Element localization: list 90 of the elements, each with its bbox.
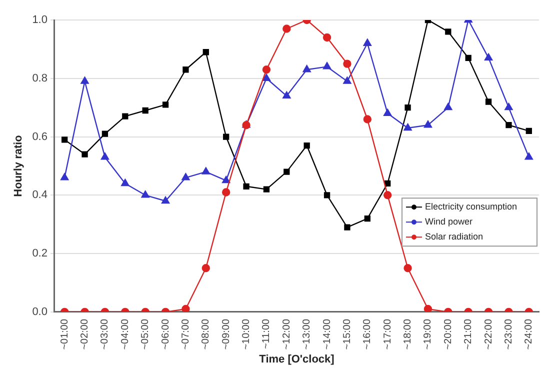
point (324, 192, 330, 198)
y-tick-label: 0.4 (32, 189, 48, 202)
point (162, 102, 169, 108)
x-tick-label: ~03:00 (100, 318, 111, 350)
x-tick-label: ~20:00 (442, 318, 454, 350)
point (424, 120, 432, 128)
point (100, 152, 110, 160)
x-tick-label: ~22:00 (483, 318, 494, 350)
point (202, 167, 210, 174)
point (524, 152, 533, 160)
y-tick-label: 0.8 (32, 72, 48, 84)
point (141, 190, 150, 198)
point (384, 108, 392, 116)
point (102, 130, 108, 137)
x-tick-label: ~02:00 (80, 318, 91, 350)
point (282, 24, 291, 33)
legend-label: Solar radiation (425, 232, 484, 242)
point (223, 134, 230, 140)
point (262, 66, 271, 74)
point (121, 178, 130, 186)
point (445, 28, 452, 35)
legend-label: Electricity consumption (425, 202, 518, 212)
point (222, 188, 230, 196)
point (343, 60, 352, 68)
point (122, 113, 128, 120)
x-tick-label: ~13:00 (302, 318, 313, 350)
point (404, 264, 412, 272)
point (322, 33, 332, 42)
point (302, 65, 311, 72)
x-tick-label: ~21:00 (463, 318, 474, 350)
point (404, 104, 411, 111)
point (161, 196, 170, 204)
point (484, 53, 493, 61)
y-tick-label: 0.2 (32, 248, 48, 260)
y-tick-label: 0.6 (32, 130, 48, 143)
point (263, 186, 270, 192)
point (284, 168, 290, 175)
y-tick-label: 1.0 (32, 14, 48, 26)
x-tick-label: ~14:00 (322, 318, 333, 350)
point (60, 173, 69, 180)
x-tick-label: ~08:00 (200, 318, 212, 350)
x-tick-label: ~15:00 (342, 318, 353, 350)
y-axis-title: Hourly ratio (12, 134, 25, 197)
point (304, 142, 310, 149)
point (485, 98, 492, 105)
x-tick-label: ~10:00 (241, 318, 252, 350)
x-tick-label: ~24:00 (524, 318, 535, 350)
point (526, 128, 532, 134)
point (424, 304, 432, 312)
x-tick-label: ~05:00 (140, 318, 152, 350)
point (465, 54, 472, 62)
x-axis-title: Time [O'clock] (259, 353, 335, 366)
point (363, 38, 372, 46)
point (202, 49, 209, 56)
x-tick-label: ~07:00 (180, 318, 192, 350)
point (363, 115, 372, 124)
x-tick-label: ~11:00 (261, 318, 272, 350)
x-tick-label: ~06:00 (160, 318, 172, 350)
point (262, 74, 271, 81)
point (182, 173, 190, 180)
point (404, 123, 412, 131)
x-tick-label: ~17:00 (382, 318, 394, 350)
point (142, 107, 148, 114)
point (182, 66, 189, 73)
x-tick-label: ~18:00 (402, 318, 414, 350)
point (182, 304, 190, 312)
point (383, 191, 392, 200)
x-tick-label: ~16:00 (362, 318, 374, 350)
x-tick-label: ~09:00 (220, 318, 232, 350)
point (343, 76, 352, 84)
x-tick-label: ~23:00 (503, 318, 514, 350)
x-tick-label: ~04:00 (120, 318, 131, 350)
point (282, 91, 291, 99)
point (444, 102, 452, 110)
point (222, 176, 230, 184)
point (62, 136, 68, 143)
legend-label: Wind power (425, 216, 473, 227)
point (80, 76, 89, 84)
point (322, 62, 332, 70)
x-tick-label: ~12:00 (281, 318, 292, 350)
point (243, 183, 250, 190)
point (82, 151, 88, 158)
x-tick-label: ~01:00 (59, 318, 70, 350)
y-tick-label: 0.0 (32, 306, 48, 318)
point (506, 122, 512, 128)
point (202, 264, 210, 272)
point (344, 224, 350, 230)
x-tick-label: ~19:00 (422, 318, 434, 350)
point (504, 102, 513, 110)
point (364, 215, 370, 222)
